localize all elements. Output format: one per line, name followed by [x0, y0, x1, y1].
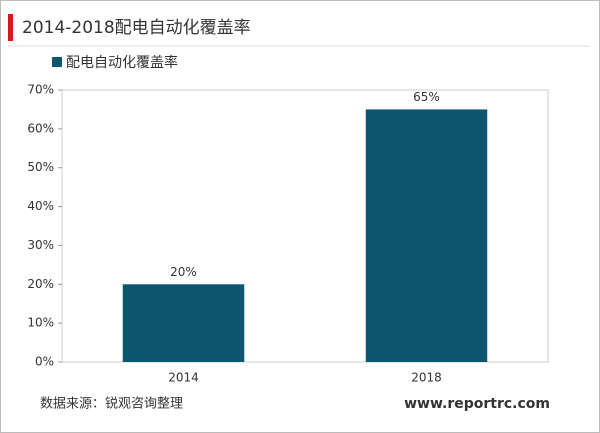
legend-label: 配电自动化覆盖率 — [66, 54, 178, 71]
legend-swatch — [52, 57, 62, 67]
y-tick-label: 0% — [35, 355, 54, 369]
y-tick-label: 60% — [27, 121, 54, 135]
y-tick-label: 50% — [27, 160, 54, 174]
plot-area — [61, 89, 549, 363]
source: 数据来源：锐观咨询整理 — [40, 397, 183, 412]
bar — [122, 284, 245, 362]
website: www.reportrc.com — [404, 396, 550, 412]
y-tick-label: 40% — [27, 199, 54, 213]
value-label: 65% — [413, 90, 440, 104]
y-tick-label: 20% — [27, 277, 54, 291]
x-tick-label: 2018 — [411, 371, 442, 385]
value-label: 20% — [170, 265, 197, 279]
y-tick-label: 70% — [27, 83, 54, 97]
bar — [365, 109, 488, 362]
y-tick-label: 10% — [27, 316, 54, 330]
chart-title: 2014-2018配电自动化覆盖率 — [22, 18, 251, 38]
title-accent — [8, 14, 13, 41]
y-tick-label: 30% — [27, 238, 54, 252]
x-tick-label: 2014 — [168, 371, 199, 385]
